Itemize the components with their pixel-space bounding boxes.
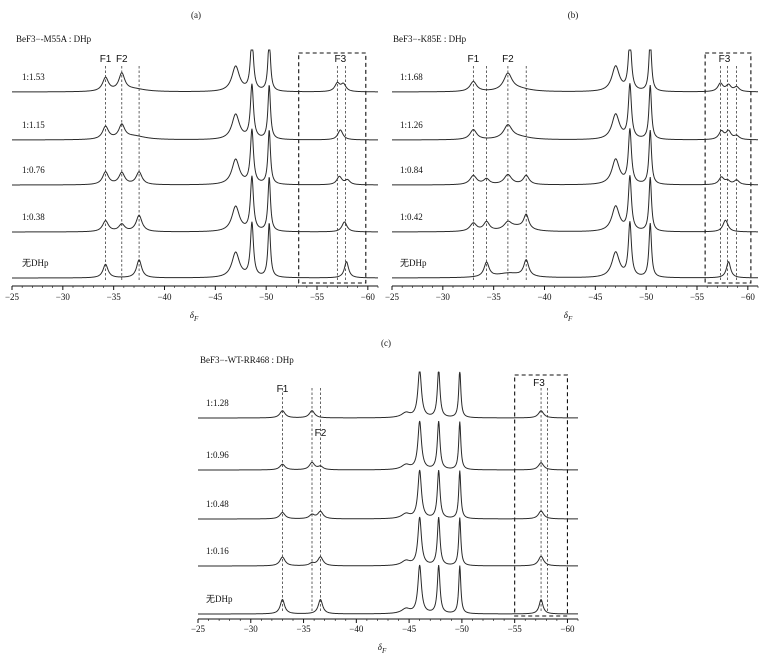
- x-tick-label: −45: [402, 624, 417, 634]
- panel-title: BeF3−-WT-RR468 : DHp: [200, 355, 294, 365]
- peak-label: F2: [502, 54, 514, 65]
- x-tick-label: −35: [297, 624, 312, 634]
- x-axis-label: δF: [378, 642, 387, 655]
- panel-title: BeF3−-M55A : DHp: [16, 34, 92, 44]
- x-tick-label: −55: [508, 624, 523, 634]
- spectrum-line: [198, 420, 578, 471]
- spectrum-line: [12, 175, 378, 233]
- x-tick-label: −55: [690, 292, 705, 302]
- spectrum-line: [392, 128, 759, 186]
- x-tick-label: −30: [56, 292, 71, 302]
- x-tick-label: −60: [560, 624, 575, 634]
- x-tick-label: −30: [244, 624, 259, 634]
- spectrum-line: [392, 221, 758, 279]
- series-label: 1:0.38: [22, 212, 45, 222]
- series-label: 1:0.96: [206, 450, 229, 460]
- x-tick-label: −30: [436, 292, 451, 302]
- x-tick-label: −35: [487, 292, 502, 302]
- series-label: 无DHp: [206, 594, 233, 604]
- panel-label: (a): [191, 10, 201, 20]
- panel-title: BeF3−-K85E : DHp: [393, 34, 467, 44]
- series-label: 1:0.42: [400, 212, 423, 222]
- x-tick-label: −60: [741, 292, 756, 302]
- spectrum-line: [198, 371, 578, 419]
- series-label: 1:1.28: [206, 398, 229, 408]
- peak-label: F1: [467, 54, 479, 65]
- spectrum-line: [392, 49, 758, 93]
- series-label: 1:0.84: [400, 165, 423, 175]
- series-label: 1:1.15: [22, 120, 45, 130]
- series-label: 1:1.68: [400, 72, 423, 82]
- x-axis-label: δF: [190, 310, 199, 323]
- x-tick-label: −50: [639, 292, 654, 302]
- peak-label: F1: [277, 384, 289, 395]
- spectrum-line: [198, 516, 578, 567]
- series-label: 1:1.26: [400, 120, 423, 130]
- x-tick-label: −60: [361, 292, 376, 302]
- x-tick-label: −40: [537, 292, 552, 302]
- x-tick-label: −45: [208, 292, 223, 302]
- x-tick-label: −35: [107, 292, 122, 302]
- panel-label: (c): [381, 338, 391, 348]
- spectrum-line: [392, 175, 758, 233]
- series-label: 1:0.76: [22, 165, 45, 175]
- spectrum-line: [198, 469, 578, 520]
- series-label: 无DHp: [22, 258, 49, 268]
- peak-label: F2: [315, 428, 327, 439]
- spectrum-line: [12, 128, 378, 186]
- f3-dashed-box: [704, 52, 752, 284]
- x-tick-label: −25: [5, 292, 20, 302]
- series-label: 1:1.53: [22, 72, 45, 82]
- x-axis-label: δF: [564, 310, 573, 323]
- x-tick-label: −45: [588, 292, 603, 302]
- peak-label: F1: [100, 54, 112, 65]
- series-label: 无DHp: [400, 258, 427, 268]
- x-tick-label: −55: [310, 292, 325, 302]
- spectrum-line: [392, 83, 759, 141]
- spectrum-line: [12, 49, 379, 93]
- series-label: 1:0.48: [206, 499, 229, 509]
- x-tick-label: −40: [157, 292, 172, 302]
- spectrum-line: [12, 221, 378, 279]
- peak-label: F3: [719, 54, 731, 65]
- x-tick-label: −25: [191, 624, 206, 634]
- x-tick-label: −25: [385, 292, 400, 302]
- x-tick-label: −50: [455, 624, 470, 634]
- spectrum-line: [12, 83, 378, 141]
- x-tick-label: −50: [259, 292, 274, 302]
- panel-label: (b): [568, 10, 579, 20]
- peak-label: F2: [116, 54, 128, 65]
- x-tick-label: −40: [349, 624, 364, 634]
- f3-dashed-box: [298, 52, 367, 284]
- peak-label: F3: [533, 378, 545, 389]
- spectrum-line: [198, 564, 579, 615]
- peak-label: F3: [335, 54, 347, 65]
- series-label: 1:0.16: [206, 546, 229, 556]
